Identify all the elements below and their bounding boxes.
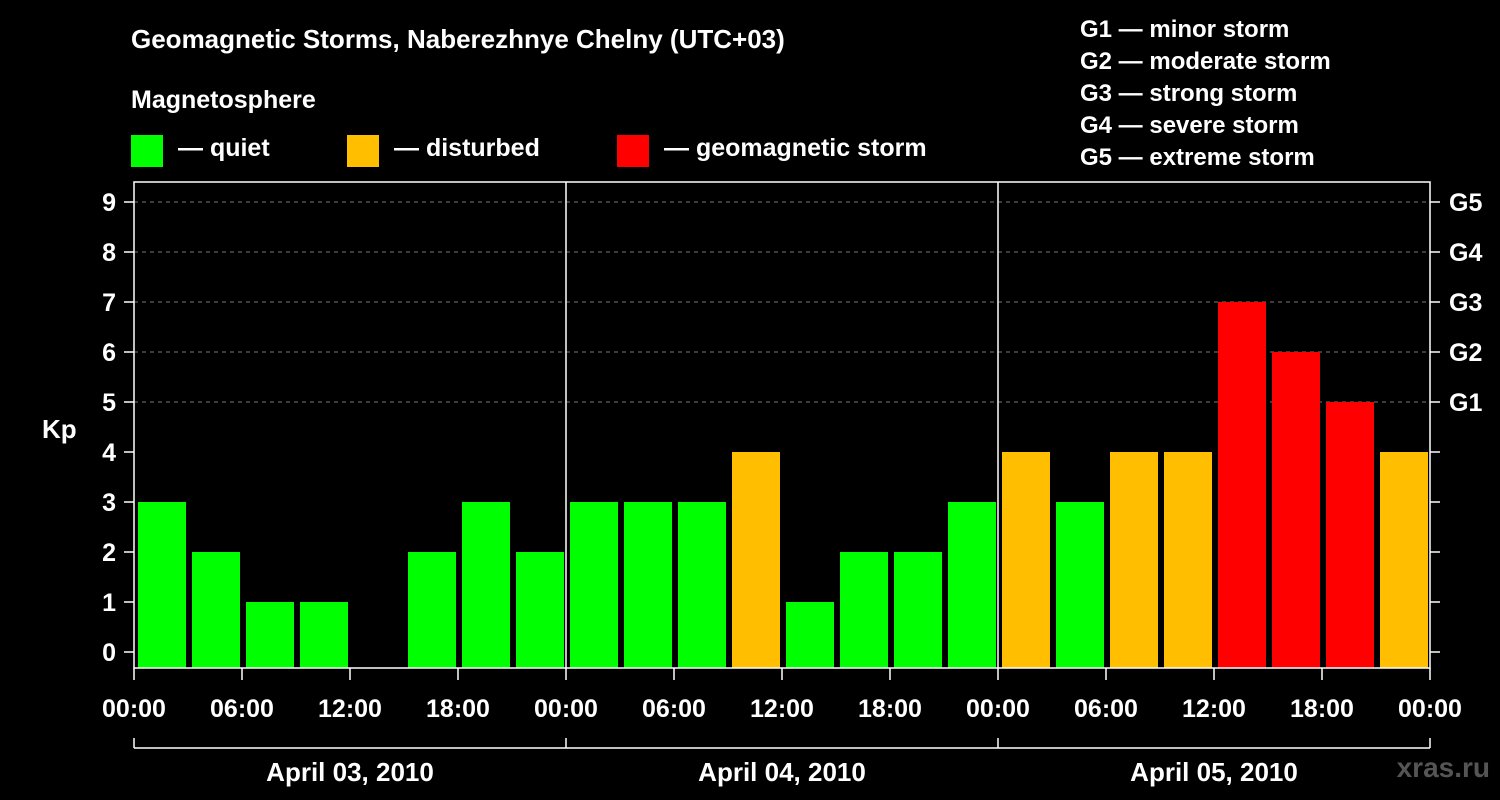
kp-bar-23 bbox=[1380, 452, 1428, 668]
kp-bar-10 bbox=[678, 502, 726, 668]
x-tick-label-11: 18:00 bbox=[1290, 695, 1354, 723]
right-g-label-g3: G3 bbox=[1449, 289, 1482, 317]
kp-bar-14 bbox=[894, 552, 942, 668]
kp-bar-20 bbox=[1218, 302, 1266, 668]
g-legend-g3: G3 — strong storm bbox=[1080, 80, 1298, 107]
day-label-0: April 03, 2010 bbox=[266, 757, 434, 787]
kp-bar-19 bbox=[1164, 452, 1212, 668]
y-tick-label-6: 6 bbox=[102, 339, 116, 367]
y-tick-label-8: 8 bbox=[102, 239, 116, 267]
g-legend-g4: G4 — severe storm bbox=[1080, 112, 1299, 139]
kp-bar-17 bbox=[1056, 502, 1104, 668]
kp-bar-11 bbox=[732, 452, 780, 668]
x-tick-label-3: 18:00 bbox=[426, 695, 490, 723]
kp-bar-15 bbox=[948, 502, 996, 668]
x-tick-label-0: 00:00 bbox=[102, 695, 166, 723]
magnetosphere-legend-title: Magnetosphere bbox=[131, 86, 316, 114]
x-tick-label-9: 06:00 bbox=[1074, 695, 1138, 723]
kp-bar-12 bbox=[786, 602, 834, 668]
legend-label-quiet: — quiet bbox=[178, 134, 270, 162]
y-tick-label-0: 0 bbox=[102, 639, 116, 667]
legend-swatch-storm bbox=[617, 135, 649, 167]
right-g-label-g1: G1 bbox=[1449, 389, 1482, 417]
legend-label-storm: — geomagnetic storm bbox=[664, 134, 927, 162]
kp-bar-2 bbox=[246, 602, 294, 668]
y-tick-label-7: 7 bbox=[102, 289, 116, 317]
kp-bar-6 bbox=[462, 502, 510, 668]
watermark: xras.ru bbox=[1396, 752, 1490, 783]
kp-bar-8 bbox=[570, 502, 618, 668]
kp-bar-16 bbox=[1002, 452, 1050, 668]
y-tick-label-4: 4 bbox=[102, 439, 116, 467]
kp-bar-0 bbox=[138, 502, 186, 668]
y-tick-label-9: 9 bbox=[102, 189, 116, 217]
right-g-label-g4: G4 bbox=[1449, 239, 1482, 267]
kp-bar-21 bbox=[1272, 352, 1320, 668]
g-legend-g1: G1 — minor storm bbox=[1080, 16, 1290, 43]
y-axis-label: Kp bbox=[42, 414, 77, 444]
g-legend-g5: G5 — extreme storm bbox=[1080, 144, 1315, 171]
x-tick-label-6: 12:00 bbox=[750, 695, 814, 723]
x-tick-label-4: 00:00 bbox=[534, 695, 598, 723]
right-g-label-g5: G5 bbox=[1449, 189, 1482, 217]
x-tick-label-5: 06:00 bbox=[642, 695, 706, 723]
x-tick-label-12: 00:00 bbox=[1398, 695, 1462, 723]
x-tick-label-8: 00:00 bbox=[966, 695, 1030, 723]
day-label-1: April 04, 2010 bbox=[698, 757, 866, 787]
kp-bar-3 bbox=[300, 602, 348, 668]
chart-title: Geomagnetic Storms, Naberezhnye Chelny (… bbox=[131, 24, 785, 54]
y-tick-label-2: 2 bbox=[102, 539, 116, 567]
y-tick-label-5: 5 bbox=[102, 389, 116, 417]
right-g-label-g2: G2 bbox=[1449, 339, 1482, 367]
y-tick-label-3: 3 bbox=[102, 489, 116, 517]
kp-bar-1 bbox=[192, 552, 240, 668]
x-tick-label-2: 12:00 bbox=[318, 695, 382, 723]
x-tick-label-7: 18:00 bbox=[858, 695, 922, 723]
y-tick-label-1: 1 bbox=[102, 589, 116, 617]
day-label-2: April 05, 2010 bbox=[1130, 757, 1298, 787]
kp-bar-7 bbox=[516, 552, 564, 668]
kp-bar-9 bbox=[624, 502, 672, 668]
g-legend-g2: G2 — moderate storm bbox=[1080, 48, 1331, 75]
kp-bar-22 bbox=[1326, 402, 1374, 668]
kp-bar-5 bbox=[408, 552, 456, 668]
kp-bar-18 bbox=[1110, 452, 1158, 668]
x-tick-label-1: 06:00 bbox=[210, 695, 274, 723]
x-tick-label-10: 12:00 bbox=[1182, 695, 1246, 723]
kp-bar-13 bbox=[840, 552, 888, 668]
legend-label-disturbed: — disturbed bbox=[394, 134, 540, 162]
legend-swatch-disturbed bbox=[347, 135, 379, 167]
legend-swatch-quiet bbox=[131, 135, 163, 167]
